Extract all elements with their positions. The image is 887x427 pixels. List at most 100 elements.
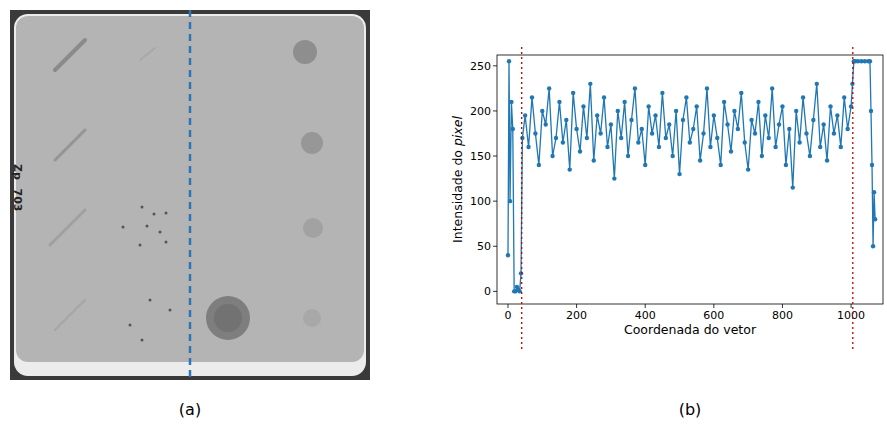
point	[777, 122, 781, 126]
y-tick	[493, 65, 497, 66]
point	[701, 131, 705, 135]
point	[749, 118, 753, 122]
point	[511, 127, 515, 131]
point	[568, 167, 572, 171]
point	[767, 136, 771, 140]
plot-frame	[497, 55, 883, 304]
image-dot	[139, 244, 142, 247]
x-axis-title: Coordenada do vetor	[624, 322, 757, 337]
point	[554, 136, 558, 140]
point	[732, 109, 736, 113]
point	[818, 145, 822, 149]
point	[547, 86, 551, 90]
point	[660, 91, 664, 95]
y-axis-title: Intensidade do pixel	[450, 116, 465, 243]
image-feature	[55, 130, 85, 160]
point	[646, 104, 650, 108]
point	[519, 271, 523, 275]
x-tick	[713, 304, 714, 308]
image-dot	[149, 299, 152, 302]
point	[825, 158, 829, 162]
x-tick-label: 0	[504, 309, 511, 322]
point	[598, 131, 602, 135]
y-tick-label: 200	[470, 105, 491, 118]
point	[507, 59, 511, 63]
point	[677, 172, 681, 176]
point	[602, 95, 606, 99]
x-tick	[782, 304, 783, 308]
point	[868, 59, 872, 63]
point	[753, 131, 757, 135]
x-tick-label: 800	[772, 309, 793, 322]
point	[557, 100, 561, 104]
point	[694, 104, 698, 108]
figure: Zp70302004006008001000050100150200250Coo…	[0, 0, 887, 427]
point	[585, 136, 589, 140]
point	[616, 109, 620, 113]
point	[835, 113, 839, 117]
point	[705, 86, 709, 90]
panel-label: (b)	[679, 400, 702, 419]
point	[540, 109, 544, 113]
point	[626, 154, 630, 158]
point	[509, 100, 513, 104]
y-tick	[493, 110, 497, 111]
point	[561, 140, 565, 144]
point	[719, 163, 723, 167]
point	[605, 145, 609, 149]
point	[612, 176, 616, 180]
point	[729, 149, 733, 153]
y-tick	[493, 156, 497, 157]
point	[698, 158, 702, 162]
panel-label: (a)	[179, 400, 201, 419]
point	[712, 113, 716, 117]
image-dot	[159, 231, 162, 234]
y-tick-label: 100	[470, 195, 491, 208]
point	[746, 167, 750, 171]
image-spot	[206, 296, 250, 340]
point	[873, 217, 877, 221]
y-tick	[493, 291, 497, 292]
point	[821, 122, 825, 126]
point	[684, 95, 688, 99]
point	[592, 158, 596, 162]
point	[832, 131, 836, 135]
point	[797, 140, 801, 144]
point	[722, 100, 726, 104]
image-text: Zp	[11, 164, 24, 180]
point	[530, 95, 534, 99]
x-tick	[507, 304, 508, 308]
point	[828, 104, 832, 108]
y-tick-label: 0	[484, 285, 491, 298]
point	[780, 104, 784, 108]
point	[842, 95, 846, 99]
point	[725, 122, 729, 126]
y-tick	[493, 246, 497, 247]
point	[650, 131, 654, 135]
point	[664, 136, 668, 140]
x-tick	[851, 304, 852, 308]
point	[653, 113, 657, 117]
point	[571, 91, 575, 95]
point	[508, 199, 512, 203]
point	[564, 118, 568, 122]
point	[537, 163, 541, 167]
point	[808, 154, 812, 158]
image-dot	[141, 339, 144, 342]
point	[574, 127, 578, 131]
point	[760, 154, 764, 158]
point	[533, 131, 537, 135]
point	[870, 163, 874, 167]
point	[869, 109, 873, 113]
point	[715, 136, 719, 140]
point	[784, 163, 788, 167]
point	[640, 127, 644, 131]
point	[839, 145, 843, 149]
image-feature	[50, 210, 85, 245]
point	[526, 145, 530, 149]
image-feature	[55, 40, 85, 70]
image-feature	[55, 300, 85, 330]
point	[629, 118, 633, 122]
point	[815, 82, 819, 86]
point	[787, 127, 791, 131]
